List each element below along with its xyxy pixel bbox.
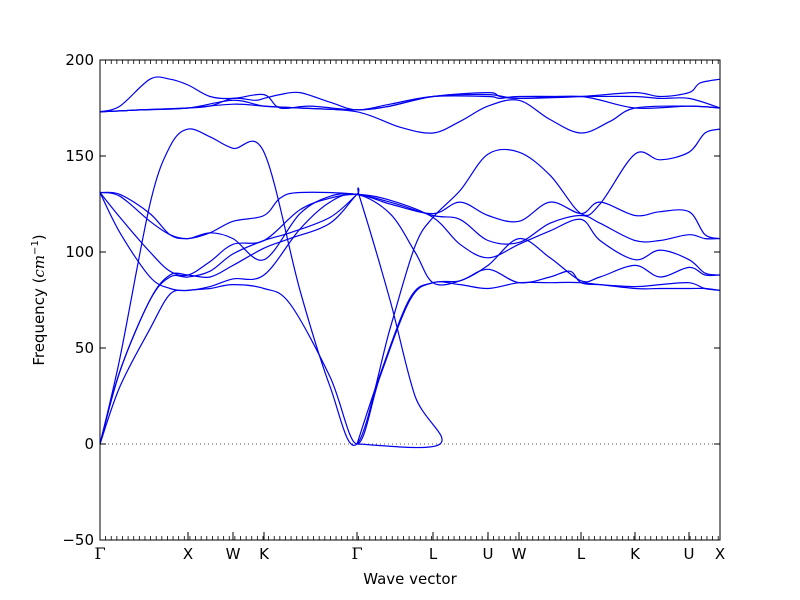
- y-tick-label: 50: [75, 339, 94, 357]
- y-axis: −50 0 50 100 150 200: [62, 51, 720, 549]
- band-line-8: [99, 192, 721, 277]
- x-tick-label: K: [259, 545, 270, 563]
- y-axis-title: Frequency (cm−1): [30, 234, 48, 365]
- y-axis-title-exponent: −1: [30, 240, 41, 255]
- plot-area: [99, 76, 721, 449]
- band-line-6: [99, 191, 721, 240]
- x-tick-label: W: [226, 545, 241, 563]
- band-line-7: [99, 191, 721, 261]
- y-tick-label: −50: [62, 531, 94, 549]
- x-tick-label: U: [483, 545, 494, 563]
- y-tick-label: 150: [65, 147, 94, 165]
- x-tick-label: L: [577, 545, 586, 563]
- x-axis-title: Wave vector: [363, 570, 457, 588]
- band-line-4: [99, 99, 721, 134]
- band-line-5: [99, 128, 721, 447]
- band-line-13: [356, 268, 721, 445]
- x-tick-label: W: [512, 545, 527, 563]
- x-tick-label: X: [183, 545, 193, 563]
- y-tick-label: 100: [65, 243, 94, 261]
- x-tick-label: L: [429, 545, 438, 563]
- x-tick-label: Γ: [94, 544, 105, 563]
- y-tick-label: 0: [84, 435, 94, 453]
- y-axis-title-text: Frequency (: [30, 278, 48, 366]
- x-tick-label: U: [684, 545, 695, 563]
- x-tick-label: Γ: [351, 544, 362, 563]
- y-axis-title-unit: cm: [30, 255, 48, 278]
- band-line-3: [99, 93, 721, 113]
- x-tick-label: K: [630, 545, 641, 563]
- y-axis-title-close: ): [30, 234, 48, 240]
- band-line-10: [99, 187, 443, 449]
- x-tick-label: X: [715, 545, 725, 563]
- y-tick-label: 200: [65, 51, 94, 69]
- band-line-12: [99, 281, 721, 445]
- band-line-2: [99, 91, 721, 113]
- plot-frame: [99, 59, 721, 541]
- band-line-11: [99, 193, 358, 445]
